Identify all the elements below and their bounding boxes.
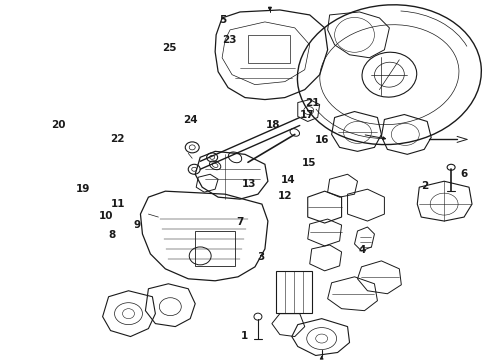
- Text: 3: 3: [257, 252, 264, 262]
- Text: 5: 5: [220, 15, 227, 25]
- Bar: [276, 271, 312, 312]
- Text: 9: 9: [133, 220, 140, 230]
- Text: 10: 10: [98, 211, 113, 221]
- Text: 20: 20: [51, 120, 66, 130]
- Text: 13: 13: [242, 179, 256, 189]
- Text: 25: 25: [162, 44, 176, 53]
- Bar: [248, 35, 290, 63]
- Text: 23: 23: [222, 35, 237, 45]
- Text: 7: 7: [237, 216, 244, 226]
- Text: 14: 14: [281, 175, 295, 185]
- Text: 21: 21: [305, 98, 319, 108]
- Text: 8: 8: [109, 230, 116, 240]
- Bar: [195, 231, 235, 266]
- Text: 4: 4: [358, 245, 366, 255]
- Text: 6: 6: [460, 169, 467, 179]
- Text: 18: 18: [266, 120, 281, 130]
- Text: 12: 12: [278, 192, 292, 202]
- Text: 1: 1: [241, 331, 247, 341]
- Text: 16: 16: [315, 135, 329, 145]
- Text: 24: 24: [183, 115, 197, 125]
- Text: 22: 22: [110, 134, 124, 144]
- Text: 11: 11: [111, 199, 125, 208]
- Text: 15: 15: [302, 158, 317, 168]
- Text: 17: 17: [300, 111, 315, 121]
- Text: 2: 2: [421, 181, 428, 191]
- Text: 19: 19: [76, 184, 90, 194]
